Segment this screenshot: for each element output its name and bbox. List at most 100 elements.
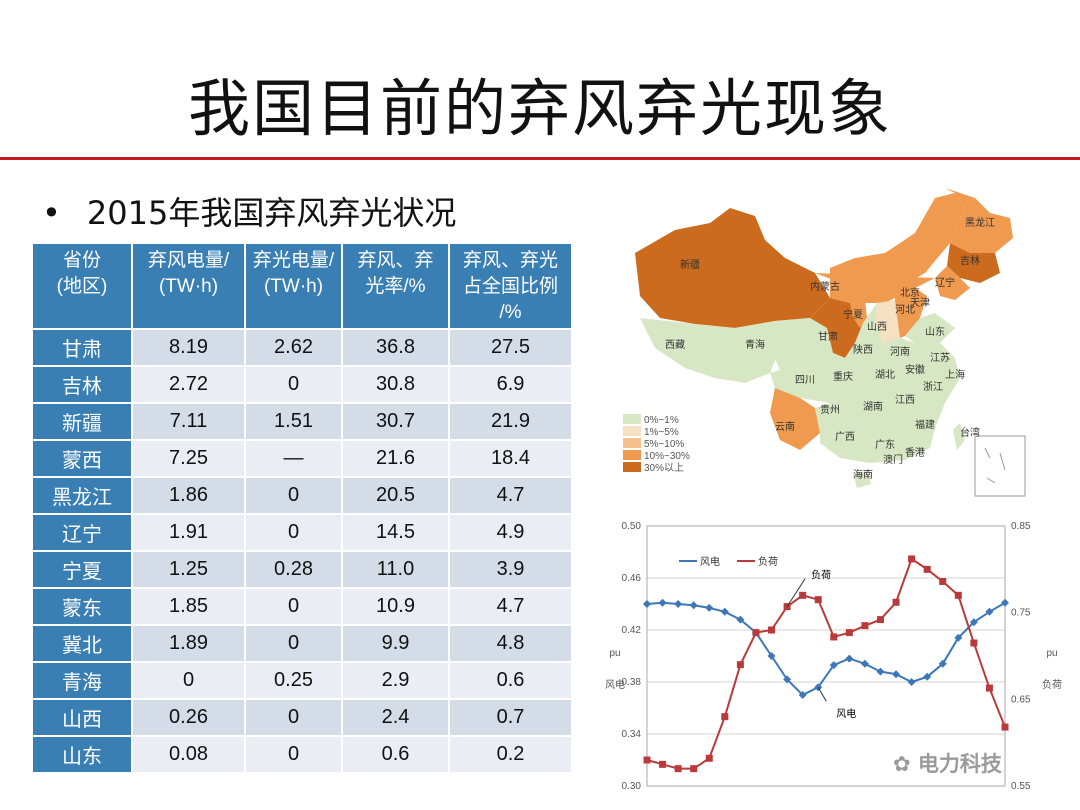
data-point (876, 667, 885, 676)
map-region-label: 香港 (905, 447, 925, 459)
value-cell: 9.9 (341, 624, 450, 663)
value-cell: 0 (244, 513, 343, 552)
annotation-leader (817, 686, 827, 702)
region-hainan (853, 471, 871, 488)
map-region-label: 台湾 (960, 426, 980, 439)
table-row: 黑龙江 1.86 0 20.5 4.7 (31, 476, 573, 515)
province-cell: 新疆 (31, 402, 133, 441)
data-point (783, 675, 792, 684)
data-point (721, 713, 729, 721)
region-xinjiang (635, 208, 830, 328)
value-cell: 0 (244, 476, 343, 515)
curtailment-table: 省份 (地区) 弃风电量/ (TW·h) 弃光电量/ (TW·h) 弃风、弃 光… (31, 242, 573, 774)
province-cell: 蒙东 (31, 587, 133, 626)
map-region-label: 贵州 (820, 403, 840, 416)
map-region-label: 江西 (895, 394, 915, 406)
map-region-label: 北京 (900, 286, 920, 299)
value-cell: 27.5 (448, 328, 573, 367)
map-region-label: 湖北 (875, 369, 895, 381)
data-point (892, 670, 901, 679)
data-point (767, 652, 776, 660)
map-region-label: 陕西 (853, 343, 873, 356)
data-point (939, 577, 947, 585)
legend-label: 风电 (700, 555, 720, 568)
region-inner-mongolia (815, 193, 965, 303)
value-cell: 4.7 (448, 476, 573, 515)
data-point (876, 616, 884, 624)
wechat-icon: ✿ (893, 752, 911, 776)
value-cell: 10.9 (341, 587, 450, 626)
value-cell: 7.11 (131, 402, 246, 441)
region-henan (877, 338, 915, 368)
value-cell: 0 (244, 365, 343, 404)
map-region-label: 黑龙江 (965, 216, 995, 229)
data-point (798, 691, 807, 699)
value-cell: 30.7 (341, 402, 450, 441)
y-left-tick: 0.38 (622, 677, 642, 688)
y-right-unit: pu (1046, 648, 1057, 659)
data-point (908, 555, 916, 563)
value-cell: 0.6 (341, 735, 450, 774)
legend-label: 1%~5% (644, 427, 679, 438)
region-tibet (640, 318, 780, 383)
province-cell: 宁夏 (31, 550, 133, 589)
map-region-label: 安徽 (905, 363, 925, 376)
data-point (674, 765, 682, 773)
title-divider (0, 157, 1080, 160)
y-right-tick: 0.55 (1011, 781, 1031, 792)
header-curtailment-rate: 弃风、弃 光率/% (341, 242, 450, 330)
region-sichuan (770, 343, 860, 403)
value-cell: 21.9 (448, 402, 573, 441)
table-row: 宁夏 1.25 0.28 11.0 3.9 (31, 550, 573, 589)
series-annotation: 风电 (836, 707, 856, 720)
y-left-tick: 0.34 (622, 729, 642, 740)
value-cell: 0.7 (448, 698, 573, 737)
map-region-label: 河南 (890, 345, 910, 358)
legend-swatch (623, 438, 641, 448)
data-point (845, 629, 853, 637)
value-cell: 1.51 (244, 402, 343, 441)
region-gansu (810, 298, 863, 358)
table-row: 蒙东 1.85 0 10.9 4.7 (31, 587, 573, 626)
y-right-tick: 0.65 (1011, 694, 1031, 705)
legend-swatch (623, 414, 641, 424)
data-point (938, 659, 947, 668)
region-hebei (895, 288, 927, 338)
map-region-label: 辽宁 (935, 276, 955, 289)
legend-swatch (623, 450, 641, 460)
series-annotation: 负荷 (811, 569, 831, 582)
province-cell: 甘肃 (31, 328, 133, 367)
data-point (690, 765, 698, 773)
region-yunnan (770, 388, 820, 450)
data-point (643, 756, 651, 764)
data-point (907, 678, 916, 686)
data-point (985, 684, 993, 692)
header-wind-energy: 弃风电量/ (TW·h) (131, 242, 246, 330)
map-region-label: 新疆 (680, 258, 700, 271)
map-region-label: 广东 (875, 438, 895, 451)
map-region-label: 云南 (775, 420, 795, 433)
data-point (954, 633, 963, 642)
map-region-label: 广西 (835, 431, 855, 443)
region-shandong (905, 313, 955, 343)
region-liaoning (935, 266, 970, 300)
data-point (970, 639, 978, 647)
value-cell: 0.26 (131, 698, 246, 737)
region-south (815, 393, 935, 463)
value-cell: 8.19 (131, 328, 246, 367)
data-point (830, 633, 838, 641)
data-point (969, 618, 978, 627)
south-sea-islands (984, 447, 1006, 484)
table-row: 辽宁 1.91 0 14.5 4.9 (31, 513, 573, 552)
map-region-label: 湖南 (863, 400, 883, 413)
value-cell: 1.89 (131, 624, 246, 663)
value-cell: 2.62 (244, 328, 343, 367)
table-row: 新疆 7.11 1.51 30.7 21.9 (31, 402, 573, 441)
y-left-tick: 0.50 (622, 521, 642, 532)
y-right-label: 负荷 (1042, 678, 1062, 691)
header-province: 省份 (地区) (31, 242, 133, 330)
map-region-label: 青海 (745, 338, 765, 351)
map-region-label: 甘肃 (818, 330, 838, 343)
map-region-label: 天津 (910, 297, 930, 309)
